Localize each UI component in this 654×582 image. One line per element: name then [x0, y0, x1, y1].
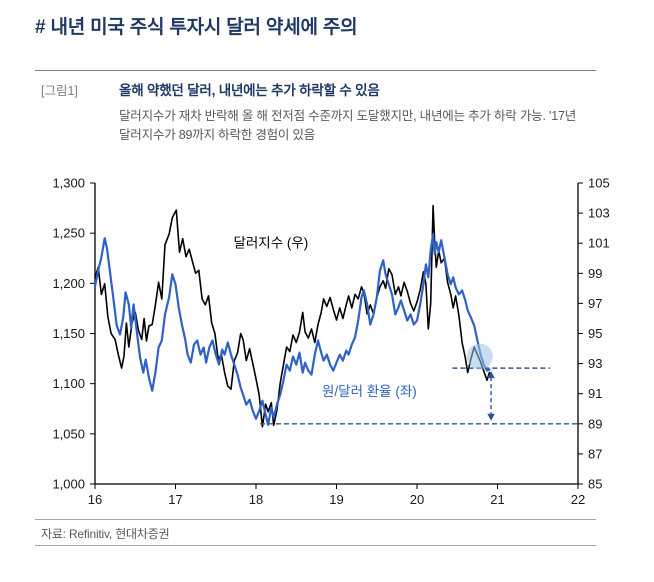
right-axis-tick-label: 87: [588, 446, 602, 461]
left-axis-tick-label: 1,050: [52, 426, 85, 441]
figure-description: 달러지수가 재차 반락해 올 해 전저점 수준까지 도달했지만, 내년에는 추가…: [119, 109, 577, 143]
x-axis-tick-label: 20: [410, 492, 424, 507]
left-axis-tick-label: 1,000: [52, 477, 85, 492]
x-axis-tick-label: 22: [571, 492, 585, 507]
right-axis-tick-label: 103: [588, 206, 610, 221]
right-axis-tick-label: 89: [588, 416, 602, 431]
dollar-index-label: 달러지수 (우): [233, 236, 308, 251]
figure-heading-block: 올해 약했던 달러, 내년에는 추가 하락할 수 있음 달러지수가 재차 반락해…: [119, 79, 596, 146]
right-axis-tick-label: 99: [588, 266, 602, 281]
page-title: # 내년 미국 주식 투자시 달러 약세에 주의: [35, 17, 358, 38]
right-axis-tick-label: 97: [588, 296, 602, 311]
x-axis-tick-label: 17: [168, 492, 182, 507]
left-axis-tick-label: 1,300: [52, 176, 85, 191]
endpoint-highlight-circle: [466, 343, 493, 370]
source-footer: 자료: Refinitiv, 현대차증권: [35, 519, 596, 546]
exchange-rate-chart: 1,300 1,250 1,200 1,150 1,100 1,050 1,000 105 10…: [52, 176, 610, 508]
source-text: 자료: Refinitiv, 현대차증권: [41, 527, 170, 541]
right-axis-tick-label: 91: [588, 386, 602, 401]
downside-arrow-head-up: [487, 371, 495, 379]
figure-header: [그림1] 올해 약했던 달러, 내년에는 추가 하락할 수 있음 달러지수가 …: [35, 70, 596, 146]
x-axis-tick-label: 19: [329, 492, 343, 507]
right-axis-tick-label: 93: [588, 356, 602, 371]
left-axis-tick-label: 1,150: [52, 326, 85, 341]
x-axis-tick-label: 21: [490, 492, 504, 507]
chart-container: 1,300 1,250 1,200 1,150 1,100 1,050 1,000 105 10…: [0, 155, 654, 515]
figure-number-label: [그림1]: [41, 84, 78, 98]
right-axis-tick-label: 105: [588, 176, 610, 191]
won-dollar-label: 원/달러 환율 (좌): [322, 384, 417, 399]
right-axis-tick-label: 85: [588, 477, 602, 492]
downside-arrow-head-down: [487, 413, 495, 421]
x-axis-tick-label: 18: [249, 492, 263, 507]
dollar-index-line: [94, 204, 491, 428]
left-axis-tick-label: 1,100: [52, 376, 85, 391]
x-axis-tick-label: 16: [88, 492, 102, 507]
left-axis-tick-label: 1,200: [52, 276, 85, 291]
right-axis-tick-label: 101: [588, 236, 610, 251]
left-axis-tick-label: 1,250: [52, 226, 85, 241]
right-axis-tick-label: 95: [588, 326, 602, 341]
won-dollar-line: [93, 233, 491, 426]
figure-title: 올해 약했던 달러, 내년에는 추가 하락할 수 있음: [119, 83, 380, 98]
